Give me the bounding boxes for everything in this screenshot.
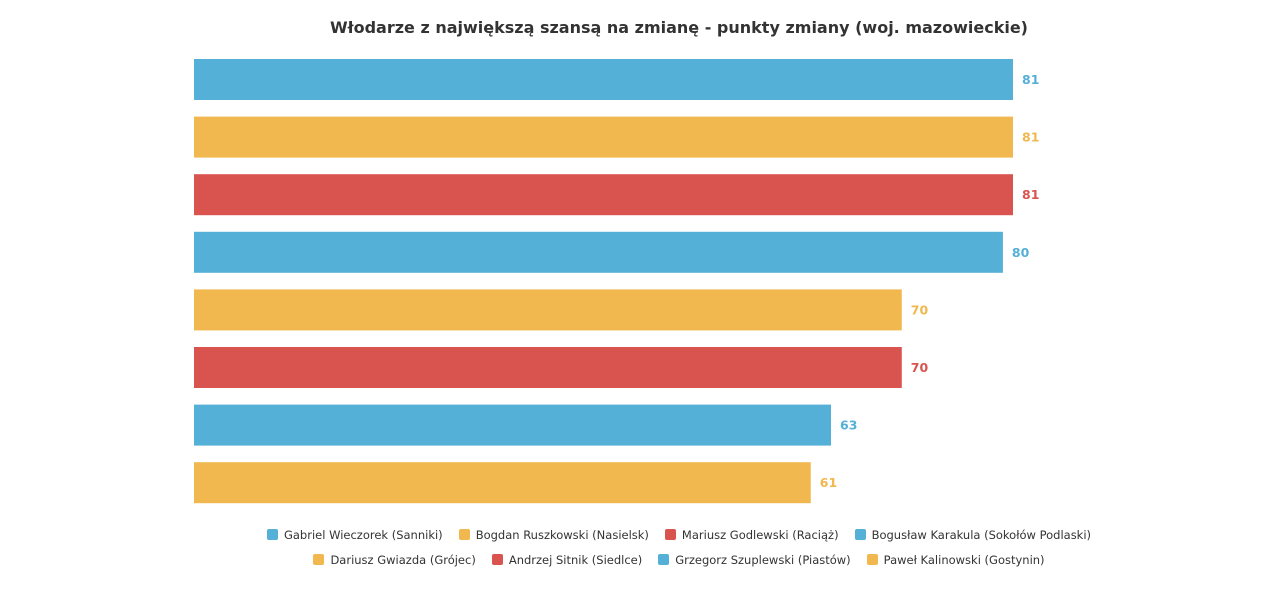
legend-swatch	[266, 529, 278, 540]
bar-3	[194, 174, 1013, 216]
legend-label: Grzegorz Szuplewski (Piastów)	[675, 553, 851, 567]
legend-swatch	[491, 554, 503, 565]
value-label-2: 81	[1022, 130, 1039, 145]
legend-item[interactable]: Bogusław Karakula (Sokołów Podlaski)	[854, 528, 1092, 542]
legend-item[interactable]: Andrzej Sitnik (Siedlce)	[491, 553, 643, 567]
legend-swatch	[313, 554, 325, 565]
value-label-6: 70	[911, 360, 929, 375]
legend-label: Dariusz Gwiazda (Grójec)	[330, 553, 476, 567]
legend-label: Mariusz Godlewski (Raciąż)	[681, 528, 839, 542]
value-label-3: 81	[1022, 187, 1039, 202]
value-label-1: 81	[1022, 72, 1039, 87]
bar-1	[194, 59, 1013, 100]
bar-4	[194, 231, 1003, 273]
legend-row-1: Gabriel Wieczorek (Sanniki) Bogdan Ruszko…	[0, 528, 1262, 542]
legend-swatch	[664, 529, 676, 540]
value-label-4: 80	[1012, 245, 1030, 260]
legend-item[interactable]: Paweł Kalinowski (Gostynin)	[866, 553, 1045, 567]
value-label-8: 61	[820, 475, 837, 490]
value-label-7: 63	[840, 418, 857, 433]
legend-item[interactable]: Gabriel Wieczorek (Sanniki)	[266, 528, 443, 542]
legend-label: Andrzej Sitnik (Siedlce)	[508, 553, 643, 567]
value-label-5: 70	[911, 302, 929, 317]
bar-5	[194, 289, 902, 331]
legend-swatch	[458, 529, 470, 540]
legend-swatch	[866, 554, 878, 565]
chart-title: Włodarze z największą szansą na zmianę -…	[330, 18, 1028, 37]
legend-item[interactable]: Bogdan Ruszkowski (Nasielsk)	[458, 528, 649, 542]
legend-label: Paweł Kalinowski (Gostynin)	[883, 553, 1045, 567]
bar-8	[194, 462, 811, 504]
bar-6	[194, 347, 902, 388]
bar-2	[194, 116, 1013, 158]
legend-label: Bogdan Ruszkowski (Nasielsk)	[475, 528, 649, 542]
bar-7	[194, 404, 831, 446]
legend-label: Gabriel Wieczorek (Sanniki)	[283, 528, 443, 542]
legend-item[interactable]: Mariusz Godlewski (Raciąż)	[664, 528, 839, 542]
legend-label: Bogusław Karakula (Sokołów Podlaski)	[871, 528, 1092, 542]
legend-item[interactable]: Grzegorz Szuplewski (Piastów)	[658, 553, 851, 567]
legend-swatch	[854, 529, 866, 540]
legend-swatch	[658, 554, 670, 565]
legend-row-2: Dariusz Gwiazda (Grójec) Andrzej Sitnik (…	[0, 553, 1262, 567]
legend-item[interactable]: Dariusz Gwiazda (Grójec)	[313, 553, 476, 567]
bar-chart: 81 81 81 80 70 70 63 61	[194, 59, 1039, 504]
